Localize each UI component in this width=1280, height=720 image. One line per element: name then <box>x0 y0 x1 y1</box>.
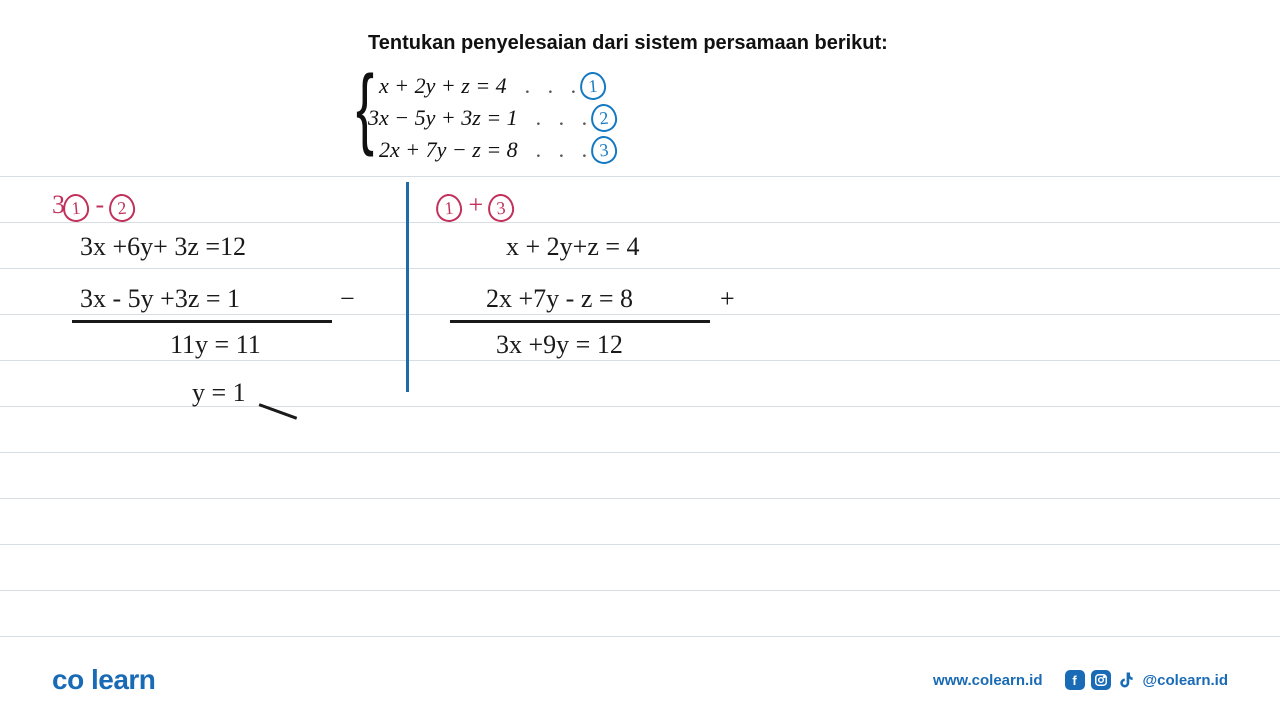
left-step-header: 31 - 2 <box>52 190 135 222</box>
footer-right: www.colearn.id f @colearn.id <box>933 670 1228 690</box>
footer-handle: @colearn.id <box>1143 672 1228 689</box>
circled-1-icon: 1 <box>435 192 463 222</box>
problem-title: Tentukan penyelesaian dari sistem persam… <box>368 32 888 55</box>
left-result-1: 11y = 11 <box>170 330 261 360</box>
tiktok-icon <box>1117 670 1137 690</box>
right-plus-sign: + <box>720 284 735 314</box>
system-of-equations: { x + 2y + z = 4 . . . 13x − 5y + 3z = 1… <box>368 70 617 166</box>
lined-paper-background <box>0 0 1280 720</box>
facebook-icon: f <box>1065 670 1085 690</box>
left-eq-line-2: 3x - 5y +3z = 1 <box>80 284 240 314</box>
column-divider <box>406 182 409 392</box>
circled-3-icon: 3 <box>487 192 515 222</box>
circled-2-icon: 2 <box>590 103 618 133</box>
right-eq-line-2: 2x +7y - z = 8 <box>486 284 633 314</box>
instagram-icon <box>1091 670 1111 690</box>
circled-1-icon: 1 <box>579 71 607 101</box>
left-eq-line-1: 3x +6y+ 3z =12 <box>80 232 246 262</box>
equation-row: x + 2y + z = 4 . . . 1 <box>368 70 617 102</box>
left-subtraction-line <box>72 320 332 323</box>
brand-logo: co learn <box>52 664 155 696</box>
right-result-1: 3x +9y = 12 <box>496 330 623 360</box>
circled-2-icon: 2 <box>108 192 136 222</box>
right-step-header: 1 + 3 <box>438 190 514 222</box>
footer-url: www.colearn.id <box>933 672 1042 689</box>
social-icons: f @colearn.id <box>1065 670 1228 690</box>
equation-row: 2x + 7y − z = 8 . . . 3 <box>368 134 617 166</box>
right-addition-line <box>450 320 710 323</box>
left-result-2: y = 1 <box>192 378 246 408</box>
circled-3-icon: 3 <box>590 135 618 165</box>
left-minus-sign: − <box>340 284 355 314</box>
left-brace: { <box>356 68 374 149</box>
equation-row: 3x − 5y + 3z = 1 . . . 2 <box>368 102 617 134</box>
footer: co learn www.colearn.id f @colearn.id <box>0 660 1280 700</box>
circled-1-icon: 1 <box>62 192 90 222</box>
right-eq-line-1: x + 2y+z = 4 <box>506 232 640 262</box>
